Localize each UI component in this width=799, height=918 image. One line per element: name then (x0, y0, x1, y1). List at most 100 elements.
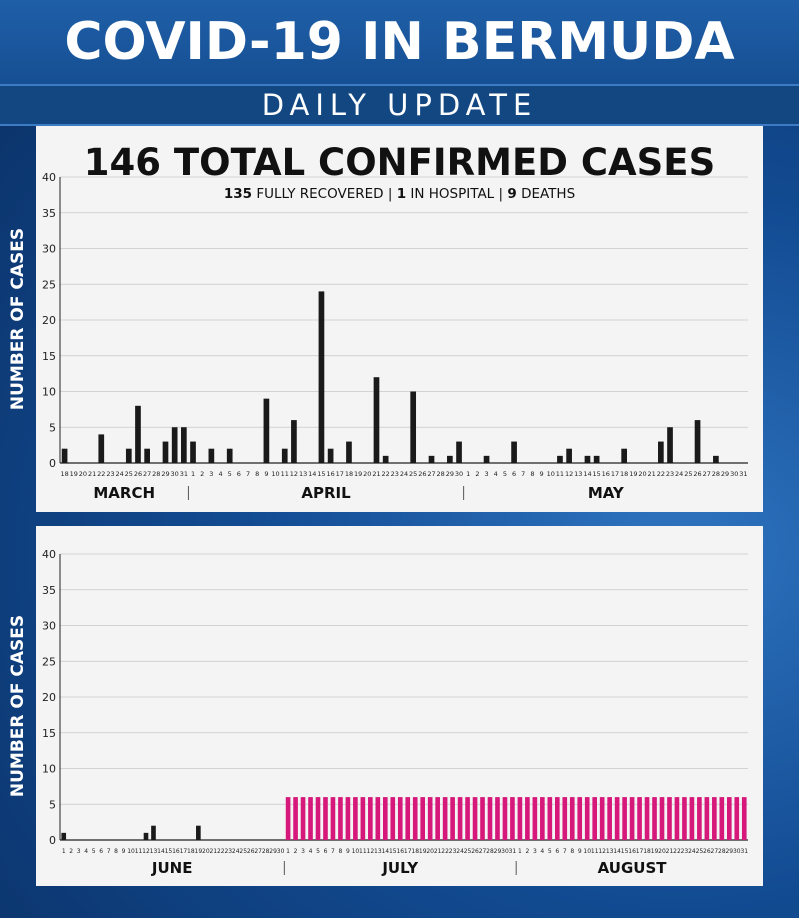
x-tick-label: 29 (721, 470, 729, 478)
x-tick-label: 10 (271, 470, 279, 478)
case-breakdown: 135 FULLY RECOVERED | 1 IN HOSPITAL | 9 … (36, 184, 763, 204)
placeholder-bar (510, 797, 515, 840)
placeholder-bar (487, 797, 493, 840)
x-tick-label: 25 (239, 848, 247, 855)
data-bar (144, 448, 150, 463)
x-tick-label: 24 (456, 848, 464, 855)
x-tick-label: 14 (583, 470, 591, 478)
data-bar (208, 448, 215, 463)
x-tick-label: 12 (290, 470, 298, 478)
x-tick-label: 1 (62, 848, 66, 855)
data-bar (190, 441, 196, 463)
x-tick-label: 20 (426, 848, 434, 855)
x-tick-label: 8 (530, 470, 534, 478)
x-tick-label: 30 (730, 470, 738, 478)
placeholder-bar (368, 797, 373, 840)
x-tick-label: 3 (77, 848, 81, 855)
x-tick-label: 23 (224, 848, 232, 855)
y-tick-label: 10 (42, 763, 56, 776)
data-bar (226, 448, 233, 463)
x-tick-label: 18 (620, 470, 628, 478)
x-tick-label: 21 (209, 848, 217, 855)
x-tick-label: 21 (666, 848, 674, 855)
x-tick-label: 10 (127, 848, 135, 855)
data-bar (125, 448, 132, 463)
x-tick-label: 1 (191, 470, 195, 478)
x-tick-label: 8 (255, 470, 259, 478)
x-tick-label: 28 (712, 470, 720, 478)
x-tick-label: 6 (99, 848, 103, 855)
x-tick-label: 19 (629, 470, 637, 478)
data-bar (171, 427, 178, 463)
placeholder-bar (480, 797, 485, 840)
x-tick-label: 3 (533, 848, 537, 855)
x-tick-label: 6 (324, 848, 328, 855)
x-tick-label: 1 (466, 470, 470, 478)
x-tick-label: 8 (570, 848, 574, 855)
x-tick-label: 25 (696, 848, 704, 855)
data-bar (263, 398, 270, 463)
month-label: AUGUST (598, 859, 668, 877)
x-tick-label: 25 (464, 848, 472, 855)
placeholder-bar (577, 797, 583, 840)
y-tick-label: 20 (42, 314, 56, 327)
x-tick-label: 29 (494, 848, 502, 855)
x-tick-label: 15 (165, 848, 173, 855)
placeholder-bar (412, 797, 418, 840)
placeholder-bar (569, 797, 575, 840)
x-tick-label: 26 (134, 470, 142, 478)
y-tick-label: 35 (42, 207, 56, 220)
placeholder-bar (450, 797, 455, 840)
x-tick-label: 4 (494, 470, 498, 478)
x-tick-label: 23 (666, 470, 674, 478)
x-tick-label: 7 (331, 848, 335, 855)
data-bar (667, 427, 673, 463)
data-bar (180, 427, 187, 463)
hospital-label: IN HOSPITAL (410, 186, 495, 202)
placeholder-bar (599, 797, 605, 840)
x-tick-label: 18 (60, 470, 68, 478)
x-tick-label: 7 (563, 848, 567, 855)
chart-panel-top (36, 126, 763, 512)
x-tick-label: 26 (247, 848, 255, 855)
x-tick-label: 27 (143, 470, 151, 478)
x-tick-label: 19 (419, 848, 427, 855)
x-tick-label: 12 (142, 848, 150, 855)
x-tick-label: 25 (684, 470, 692, 478)
x-tick-label: 29 (269, 848, 277, 855)
placeholder-bar (637, 797, 642, 840)
x-tick-label: 4 (309, 848, 313, 855)
x-tick-label: 16 (172, 848, 180, 855)
x-tick-label: 16 (326, 470, 334, 478)
placeholder-bar (674, 797, 680, 840)
placeholder-bar (502, 797, 508, 840)
placeholder-bar (584, 797, 590, 840)
y-tick-label: 20 (42, 691, 56, 704)
data-bar (143, 832, 149, 840)
x-tick-label: 9 (578, 848, 582, 855)
placeholder-bar (435, 797, 440, 840)
x-tick-label: 30 (501, 848, 509, 855)
x-tick-label: 5 (503, 470, 507, 478)
x-tick-label: 22 (673, 848, 681, 855)
y-tick-label: 5 (49, 798, 56, 811)
data-bar (61, 832, 67, 840)
placeholder-bar (390, 797, 396, 840)
x-tick-label: 17 (636, 848, 644, 855)
x-tick-label: 25 (125, 470, 133, 478)
x-tick-label: 19 (651, 848, 659, 855)
placeholder-bar (457, 797, 463, 840)
data-bar (447, 455, 453, 463)
placeholder-bar (607, 797, 612, 840)
x-tick-label: 16 (602, 470, 610, 478)
separator: | (387, 186, 393, 202)
y-tick-label: 0 (49, 834, 56, 847)
placeholder-bar (734, 797, 740, 840)
x-tick-label: 30 (277, 848, 285, 855)
placeholder-bar (719, 797, 725, 840)
placeholder-bar (375, 797, 381, 840)
x-tick-label: 22 (657, 470, 665, 478)
deaths-count: 9 (507, 186, 517, 202)
x-tick-label: 6 (237, 470, 241, 478)
